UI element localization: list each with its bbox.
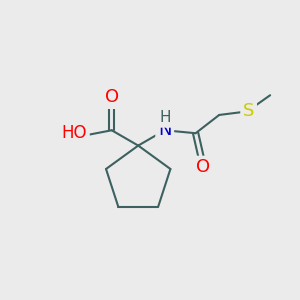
Text: O: O bbox=[105, 88, 119, 106]
Text: HO: HO bbox=[62, 124, 87, 142]
Text: O: O bbox=[196, 158, 210, 176]
Text: S: S bbox=[243, 102, 254, 120]
Text: H: H bbox=[160, 110, 171, 125]
Text: N: N bbox=[158, 121, 172, 139]
